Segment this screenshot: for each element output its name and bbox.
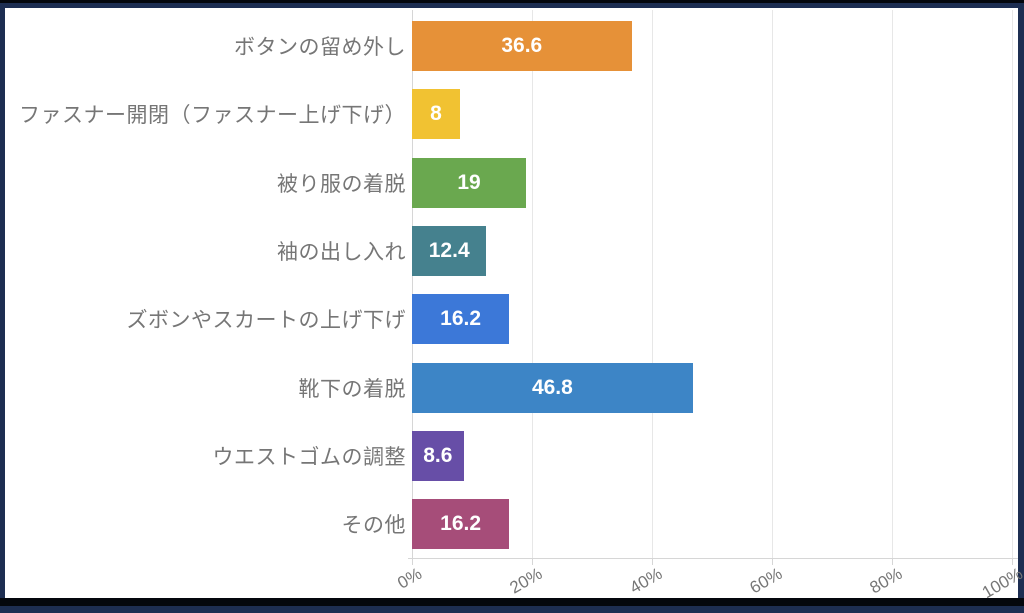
bar: 16.2 (412, 294, 510, 345)
x-tick-label: 0% (394, 564, 426, 593)
bar-value-label: 12.4 (428, 238, 470, 262)
x-tick-label: 20% (506, 564, 546, 598)
axis-tick (532, 558, 533, 565)
bar-value-label: 16.2 (440, 307, 482, 331)
category-label: ボタンの留め外し (234, 36, 406, 59)
frame-bottom-strip (0, 598, 1024, 606)
gridline (532, 10, 533, 558)
x-axis-line (408, 558, 1018, 559)
bar-value-label: 46.8 (531, 375, 573, 399)
bar: 16.2 (412, 499, 510, 550)
axis-tick (652, 558, 653, 565)
category-label: 被り服の着脱 (277, 172, 406, 196)
gridline (772, 10, 773, 558)
bar: 12.4 (412, 225, 487, 276)
bar-value-label: 36.6 (501, 34, 543, 57)
bar: 8.6 (412, 430, 464, 481)
frame-top-strip (0, 0, 1024, 3)
x-tick-label: 40% (626, 564, 666, 598)
y-axis-line (412, 10, 413, 558)
category-label: その他 (341, 514, 406, 538)
bar-value-label: 8.6 (423, 443, 453, 467)
category-label: ズボンやスカートの上げ下げ (126, 309, 406, 333)
axis-tick (892, 558, 893, 565)
bar-value-label: 16.2 (440, 512, 482, 536)
category-label: ウエストゴムの調整 (212, 445, 406, 469)
category-label: 靴下の着脱 (298, 377, 406, 401)
gridline (652, 10, 653, 558)
gridline (1012, 10, 1013, 558)
chart-panel: 0% 20% 40% 60% 80% 100% ボタンの留め外し 36.6 ファスナー開閉（ファ… (5, 8, 1024, 602)
x-tick-label: 60% (746, 564, 786, 598)
bar: 8 (412, 89, 460, 140)
gridline (892, 10, 893, 558)
axis-tick (412, 558, 413, 565)
bar: 36.6 (412, 21, 632, 71)
bar-value-label: 19 (457, 170, 481, 194)
axis-tick (772, 558, 773, 565)
category-label: 袖の出し入れ (277, 240, 406, 264)
bar: 46.8 (412, 362, 693, 413)
x-tick-label: 100% (978, 564, 1024, 603)
x-tick-label: 80% (866, 564, 906, 598)
category-label: ファスナー開閉（ファスナー上げ下げ） (19, 104, 406, 128)
axis-tick (1012, 558, 1013, 565)
bar-value-label: 8 (430, 102, 442, 126)
bar: 19 (412, 157, 526, 208)
